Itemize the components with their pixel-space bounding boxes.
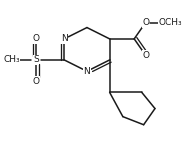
- Text: O: O: [32, 76, 40, 86]
- Text: O: O: [142, 18, 149, 27]
- Text: S: S: [33, 55, 39, 64]
- Text: N: N: [84, 67, 90, 76]
- Text: OCH₃: OCH₃: [158, 18, 182, 27]
- Text: O: O: [32, 34, 40, 43]
- Text: CH₃: CH₃: [3, 55, 20, 64]
- Text: O: O: [142, 51, 149, 60]
- Text: N: N: [61, 34, 68, 43]
